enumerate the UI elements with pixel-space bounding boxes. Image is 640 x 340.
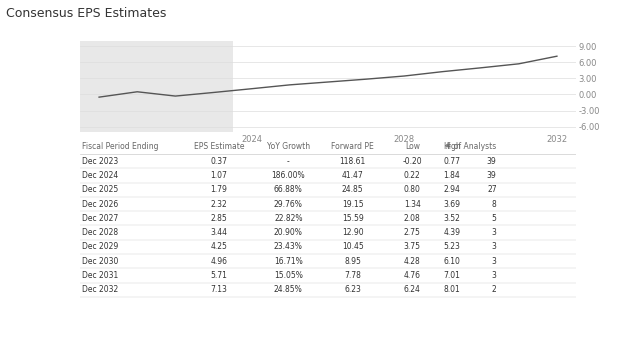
Text: 4.39: 4.39 xyxy=(444,228,461,237)
Text: Dec 2030: Dec 2030 xyxy=(83,257,119,266)
Text: 6.10: 6.10 xyxy=(444,257,460,266)
Bar xyxy=(80,41,232,132)
Text: 6.23: 6.23 xyxy=(344,285,361,294)
Text: 3.75: 3.75 xyxy=(404,242,421,251)
Text: 15.59: 15.59 xyxy=(342,214,364,223)
Text: 5: 5 xyxy=(492,214,497,223)
Text: 0.22: 0.22 xyxy=(404,171,420,180)
Text: 3.44: 3.44 xyxy=(211,228,227,237)
Text: 4.96: 4.96 xyxy=(211,257,227,266)
Text: # of Analysts: # of Analysts xyxy=(445,142,497,152)
Text: 7.78: 7.78 xyxy=(344,271,361,280)
Text: 1.79: 1.79 xyxy=(211,185,227,194)
Text: High: High xyxy=(443,142,461,152)
Text: 8.95: 8.95 xyxy=(344,257,361,266)
Text: 2.32: 2.32 xyxy=(211,200,227,208)
Text: 27: 27 xyxy=(487,185,497,194)
Text: 2: 2 xyxy=(492,285,497,294)
Text: 15.05%: 15.05% xyxy=(274,271,303,280)
Text: 2.85: 2.85 xyxy=(211,214,227,223)
Text: 2.75: 2.75 xyxy=(404,228,420,237)
Text: 41.47: 41.47 xyxy=(342,171,364,180)
Text: 12.90: 12.90 xyxy=(342,228,364,237)
Text: Dec 2024: Dec 2024 xyxy=(83,171,119,180)
Text: 186.00%: 186.00% xyxy=(271,171,305,180)
Text: 29.76%: 29.76% xyxy=(274,200,303,208)
Text: 0.80: 0.80 xyxy=(404,185,420,194)
Text: Dec 2027: Dec 2027 xyxy=(83,214,119,223)
Text: Dec 2031: Dec 2031 xyxy=(83,271,119,280)
Text: 22.82%: 22.82% xyxy=(274,214,303,223)
Text: 7.13: 7.13 xyxy=(211,285,227,294)
Text: 0.37: 0.37 xyxy=(211,157,227,166)
Text: 39: 39 xyxy=(487,157,497,166)
Text: 66.88%: 66.88% xyxy=(274,185,303,194)
Text: 2.94: 2.94 xyxy=(444,185,460,194)
Text: Low: Low xyxy=(405,142,420,152)
Text: YoY Growth: YoY Growth xyxy=(267,142,310,152)
Text: 24.85%: 24.85% xyxy=(274,285,303,294)
Text: 16.71%: 16.71% xyxy=(274,257,303,266)
Text: -: - xyxy=(287,157,290,166)
Text: 7.01: 7.01 xyxy=(444,271,460,280)
Text: Dec 2032: Dec 2032 xyxy=(83,285,119,294)
Text: 3.69: 3.69 xyxy=(444,200,461,208)
Text: Dec 2028: Dec 2028 xyxy=(83,228,118,237)
Text: 4.28: 4.28 xyxy=(404,257,420,266)
Text: 3: 3 xyxy=(492,271,497,280)
Text: 19.15: 19.15 xyxy=(342,200,364,208)
Text: 4.76: 4.76 xyxy=(404,271,421,280)
Text: Dec 2026: Dec 2026 xyxy=(83,200,119,208)
Text: 1.84: 1.84 xyxy=(444,171,460,180)
Text: 0.77: 0.77 xyxy=(444,157,461,166)
Text: Dec 2029: Dec 2029 xyxy=(83,242,119,251)
Text: Dec 2025: Dec 2025 xyxy=(83,185,119,194)
Text: 23.43%: 23.43% xyxy=(274,242,303,251)
Text: Forward PE: Forward PE xyxy=(332,142,374,152)
Text: 3: 3 xyxy=(492,242,497,251)
Text: 4.25: 4.25 xyxy=(211,242,227,251)
Text: Fiscal Period Ending: Fiscal Period Ending xyxy=(83,142,159,152)
Text: 8: 8 xyxy=(492,200,497,208)
Text: 1.34: 1.34 xyxy=(404,200,420,208)
Text: Dec 2023: Dec 2023 xyxy=(83,157,119,166)
Text: 1.07: 1.07 xyxy=(211,171,227,180)
Text: Consensus EPS Estimates: Consensus EPS Estimates xyxy=(6,7,167,20)
Text: 5.23: 5.23 xyxy=(444,242,460,251)
Text: 3.52: 3.52 xyxy=(444,214,460,223)
Text: 5.71: 5.71 xyxy=(211,271,227,280)
Text: 20.90%: 20.90% xyxy=(274,228,303,237)
Text: 8.01: 8.01 xyxy=(444,285,460,294)
Text: EPS Estimate: EPS Estimate xyxy=(194,142,244,152)
Text: 2.08: 2.08 xyxy=(404,214,420,223)
Text: 6.24: 6.24 xyxy=(404,285,420,294)
Text: 24.85: 24.85 xyxy=(342,185,364,194)
Text: 10.45: 10.45 xyxy=(342,242,364,251)
Text: 3: 3 xyxy=(492,228,497,237)
Text: 118.61: 118.61 xyxy=(340,157,366,166)
Text: 3: 3 xyxy=(492,257,497,266)
Text: -0.20: -0.20 xyxy=(403,157,422,166)
Text: 39: 39 xyxy=(487,171,497,180)
